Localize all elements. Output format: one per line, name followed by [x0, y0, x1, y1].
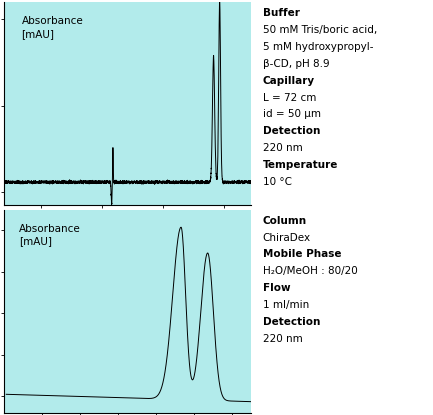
Text: Absorbance
[mAU]: Absorbance [mAU]	[19, 224, 81, 246]
Text: Buffer: Buffer	[262, 8, 300, 18]
Text: L = 72 cm: L = 72 cm	[262, 93, 316, 103]
Text: Mobile Phase: Mobile Phase	[262, 249, 341, 259]
Text: Detection: Detection	[262, 317, 320, 327]
Text: 220 nm: 220 nm	[262, 143, 302, 153]
Text: Detection: Detection	[262, 126, 320, 137]
Text: Absorbance
[mAU]: Absorbance [mAU]	[22, 16, 84, 39]
Text: 1 ml/min: 1 ml/min	[262, 300, 309, 310]
Text: Capillary: Capillary	[262, 76, 315, 86]
Text: id = 50 μm: id = 50 μm	[262, 110, 320, 120]
Text: 220 nm: 220 nm	[262, 334, 302, 344]
Text: Column: Column	[262, 216, 307, 226]
Text: ChiraDex: ChiraDex	[262, 232, 311, 242]
Text: Flow: Flow	[262, 283, 290, 293]
Text: Temperature: Temperature	[262, 160, 338, 170]
Text: 10 °C: 10 °C	[262, 177, 291, 187]
Text: 50 mM Tris/boric acid,: 50 mM Tris/boric acid,	[262, 25, 377, 35]
Text: β-CD, pH 8.9: β-CD, pH 8.9	[262, 59, 329, 69]
Text: 5 mM hydroxypropyl-: 5 mM hydroxypropyl-	[262, 42, 373, 52]
X-axis label: Time [min]: Time [min]	[100, 222, 156, 232]
Text: H₂O/MeOH : 80/20: H₂O/MeOH : 80/20	[262, 266, 357, 276]
